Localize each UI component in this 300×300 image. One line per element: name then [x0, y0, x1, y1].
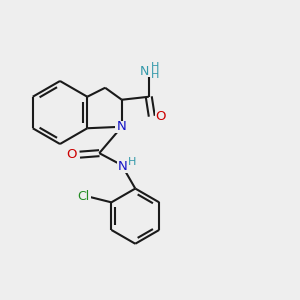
Text: N: N	[140, 65, 149, 78]
Text: H: H	[151, 70, 160, 80]
FancyBboxPatch shape	[155, 111, 166, 122]
FancyBboxPatch shape	[66, 149, 77, 160]
FancyBboxPatch shape	[140, 65, 156, 77]
FancyBboxPatch shape	[75, 191, 92, 202]
Text: H: H	[151, 62, 160, 72]
Text: O: O	[66, 148, 76, 161]
Text: H: H	[128, 157, 136, 166]
FancyBboxPatch shape	[115, 121, 129, 133]
FancyBboxPatch shape	[117, 161, 133, 172]
Text: O: O	[155, 110, 166, 123]
Text: Cl: Cl	[77, 190, 89, 203]
Text: N: N	[118, 160, 128, 173]
Text: N: N	[117, 120, 127, 133]
